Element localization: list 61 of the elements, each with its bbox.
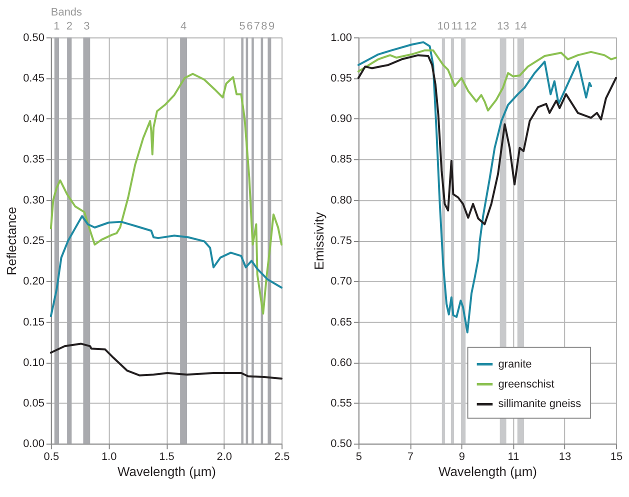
legend-label: sillimanite gneiss: [498, 398, 582, 410]
band-label: 7: [254, 20, 260, 32]
line-series: [357, 41, 592, 334]
line-series: [50, 72, 283, 315]
y-tick-label: 1.00: [330, 32, 352, 44]
y-tick-label: 0.75: [330, 235, 352, 247]
x-tick-label: 2.0: [216, 451, 232, 464]
band-label: 11: [451, 20, 463, 32]
x-tick-label: 1.5: [159, 451, 174, 464]
line-series: [50, 215, 283, 318]
x-tick-label: 13: [558, 451, 572, 464]
x-axis-title: Wavelength (µm): [117, 464, 216, 480]
x-tick-label: 5: [356, 451, 362, 464]
y-tick-label: 0.05: [23, 398, 44, 410]
y-tick-label: 0.55: [330, 398, 352, 410]
band-label: 4: [180, 20, 187, 32]
y-tick-label: 0.95: [330, 72, 352, 84]
line-series: [357, 54, 618, 226]
y-tick-label: 0.70: [330, 276, 352, 288]
line-series: [357, 49, 618, 112]
y-tick-label: 0.90: [330, 113, 352, 126]
x-axis-title: Wavelength (µm): [438, 464, 537, 480]
x-tick-label: 7: [407, 451, 414, 464]
x-tick-label: 9: [458, 451, 466, 464]
line-series: [50, 342, 283, 380]
legend-label: granite: [498, 358, 532, 370]
y-tick-label: 0.85: [330, 154, 352, 166]
band-label: 13: [496, 20, 510, 32]
y-tick-label: 0.30: [23, 194, 44, 206]
y-tick-label: 0.65: [330, 316, 352, 328]
band-label: 6: [246, 20, 253, 32]
y-tick-label: 0.20: [23, 276, 44, 288]
y-axis-title: Emissivity: [312, 212, 327, 270]
y-tick-label: 0.60: [330, 356, 352, 369]
y-axis-title: Reflectance: [4, 206, 20, 276]
band-label: 14: [514, 20, 527, 32]
y-tick-label: 0.45: [23, 72, 44, 84]
band-label: 9: [268, 20, 275, 32]
x-tick-label: 11: [508, 451, 520, 464]
x-tick-label: 2.5: [274, 451, 290, 464]
y-tick-label: 0.40: [23, 113, 44, 126]
band-label: 3: [84, 20, 90, 32]
band-label: 2: [66, 20, 72, 32]
band-label: 1: [54, 20, 60, 32]
y-tick-label: 0.15: [23, 316, 44, 328]
y-tick-label: 0.80: [330, 194, 352, 206]
band-label: 5: [239, 20, 246, 32]
legend-label: greenschist: [498, 378, 554, 390]
band-label: 8: [261, 20, 268, 32]
band-label: 10: [437, 20, 450, 32]
x-tick-label: 15: [610, 451, 623, 464]
text: Bands: [50, 6, 83, 18]
y-tick-label: 0.00: [23, 438, 44, 450]
y-tick-label: 0.50: [23, 32, 44, 44]
x-tick-label: 1.0: [101, 451, 117, 464]
y-tick-label: 0.50: [330, 438, 352, 450]
band-label: 12: [464, 20, 477, 32]
y-tick-label: 0.35: [23, 154, 44, 166]
y-tick-label: 0.10: [23, 356, 44, 369]
x-tick-label: 0.5: [44, 451, 60, 464]
y-tick-label: 0.25: [23, 235, 44, 247]
